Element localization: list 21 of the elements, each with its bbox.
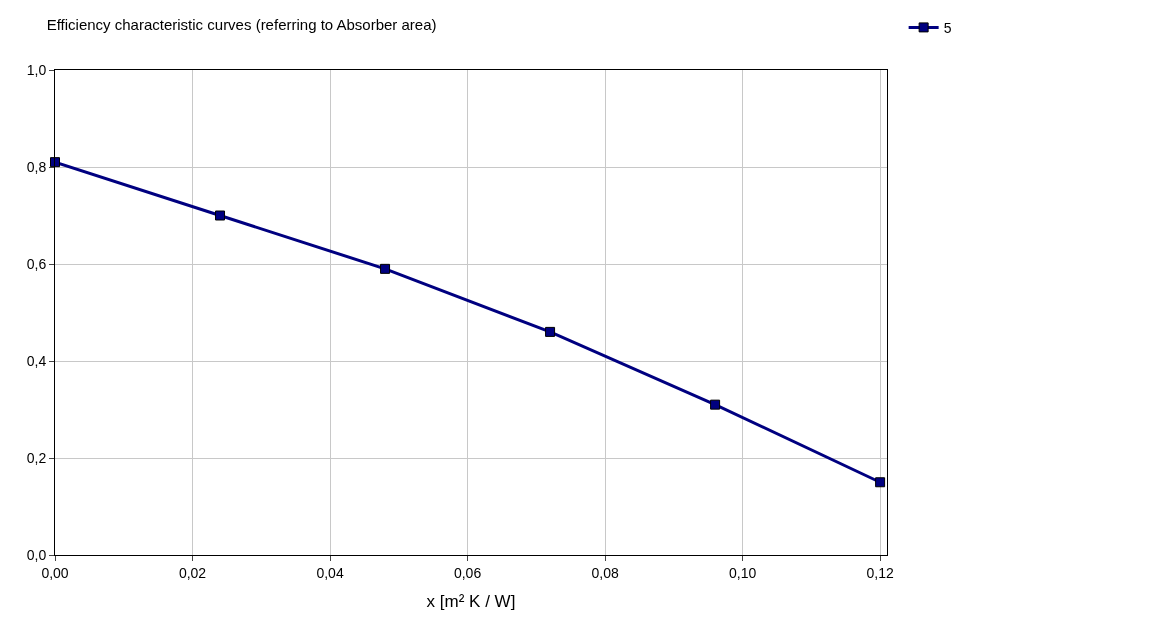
y-tick-label: 0,0 bbox=[26, 546, 47, 563]
legend-label: 5 bbox=[943, 19, 952, 36]
y-tick-label: 0,2 bbox=[26, 449, 47, 466]
x-tick-label: 0,06 bbox=[453, 564, 482, 581]
x-axis-title: x [m² K / W] bbox=[426, 592, 516, 612]
point bbox=[380, 263, 391, 274]
point bbox=[710, 399, 721, 410]
x-tick-label: 0,12 bbox=[866, 564, 894, 581]
y-tick-label: 0,8 bbox=[26, 158, 47, 175]
x-tick-label: 0,04 bbox=[316, 564, 344, 581]
point bbox=[215, 210, 226, 221]
x-tick-label: 0,02 bbox=[178, 564, 207, 581]
x-tick-label: 0,08 bbox=[591, 564, 619, 581]
point bbox=[875, 477, 886, 488]
x-tick-label: 0,00 bbox=[41, 564, 69, 581]
chart-title: Efficiency characteristic curves (referring to Absorber area) bbox=[46, 15, 437, 33]
x-tick-label: 0,10 bbox=[728, 564, 757, 581]
y-tick-label: 1,0 bbox=[26, 61, 47, 78]
y-tick-label: 0,4 bbox=[26, 352, 47, 369]
y-tick-label: 0,6 bbox=[26, 255, 47, 272]
point bbox=[545, 326, 556, 337]
